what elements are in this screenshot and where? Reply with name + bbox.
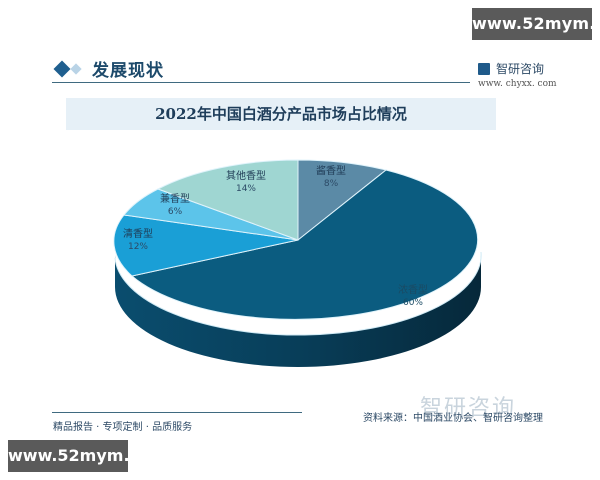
footer-tagline: 精品报告 · 专项定制 · 品质服务 <box>53 422 193 433</box>
brand-logo-icon <box>478 62 490 75</box>
brand-block: 智研咨询 www. chyxx. com <box>478 60 557 89</box>
pie-side <box>115 255 481 367</box>
chart-title: 2022年中国白酒分产品市场占比情况 <box>155 105 407 123</box>
slice-label-other: 其他香型 14% <box>226 171 266 194</box>
chart-title-band: 2022年中国白酒分产品市场占比情况 <box>66 98 496 130</box>
footer-brand-watermark: 智研咨询 <box>420 396 517 421</box>
slice-nong <box>130 169 479 320</box>
watermark-bottom-left: www.52mym.cn <box>8 440 150 472</box>
brand-url: www. chyxx. com <box>478 79 557 89</box>
header-divider <box>52 82 470 83</box>
section-title: 发展现状 <box>92 61 164 81</box>
slice-other <box>156 159 299 241</box>
watermark-top-right: www.52mym.cn <box>472 8 600 40</box>
slice-label-jiang: 酱香型 8% <box>316 166 346 189</box>
slice-label-qing: 清香型 12% <box>123 229 153 252</box>
slice-label-nong: 浓香型 60% <box>398 285 428 308</box>
section-header: 发展现状 <box>53 56 164 81</box>
footer-source: 资料来源：中国酒业协会、智研咨询整理 <box>363 413 543 424</box>
slice-jiang <box>297 159 388 242</box>
brand-name: 智研咨询 <box>496 62 545 76</box>
footer-divider <box>52 412 302 413</box>
slice-qing <box>113 214 299 277</box>
slice-label-jian: 兼香型 6% <box>160 194 190 217</box>
